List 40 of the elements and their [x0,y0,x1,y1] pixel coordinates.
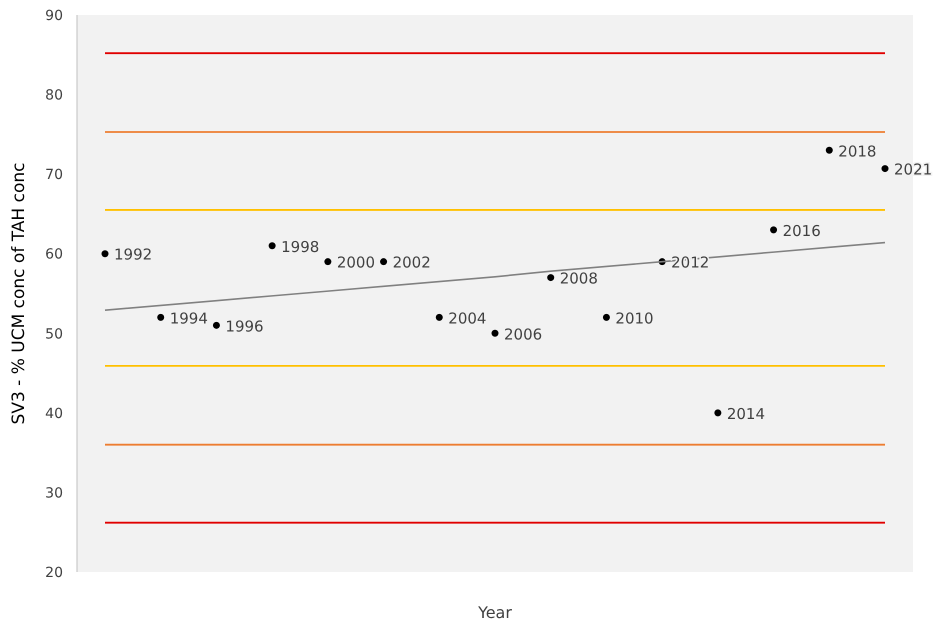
point [324,258,332,266]
annotation: 2000 [336,254,376,272]
point [714,409,722,416]
annotation: 1998 [281,238,320,256]
y-tick-label: 90 [45,8,63,24]
point [102,250,108,258]
annotation: 1994 [170,309,208,328]
y-tick-label: 20 [45,565,63,581]
point [882,165,888,172]
y-tick-label: 50 [45,326,63,342]
point [547,274,554,282]
point [770,226,778,234]
y-axis-title: SV3 - % UCM conc of TAH conc [9,162,29,424]
y-tick-label: 60 [45,246,63,263]
annotation: 2010 [615,309,654,328]
y-tick-label: 70 [45,167,63,184]
annotation: 2016 [782,222,821,240]
annotation: 1992 [114,246,152,264]
text: 2021 [894,160,932,179]
line-series [104,242,886,312]
point [212,322,220,329]
point [268,242,276,250]
point [602,314,610,321]
y-tick-label: 80 [45,88,63,104]
annotation: 2014 [726,404,766,423]
point [826,146,833,154]
annotation: 2018 [838,142,876,160]
y-tick-label: 30 [45,485,63,502]
point [492,330,498,337]
point [436,314,443,321]
point [157,314,164,321]
annotation: 2006 [504,325,542,344]
point [380,258,388,266]
annotation: 2002 [392,254,431,272]
x-axis-title: Year [477,603,512,622]
annotation: 1996 [225,317,264,336]
annotation: 2012 [671,254,710,272]
y-tick-label: 40 [45,406,63,422]
annotation: 2004 [448,309,486,328]
annotation: 2008 [560,270,598,288]
